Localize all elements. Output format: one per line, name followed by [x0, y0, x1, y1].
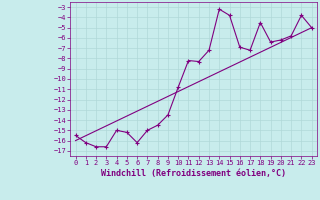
- X-axis label: Windchill (Refroidissement éolien,°C): Windchill (Refroidissement éolien,°C): [101, 169, 286, 178]
